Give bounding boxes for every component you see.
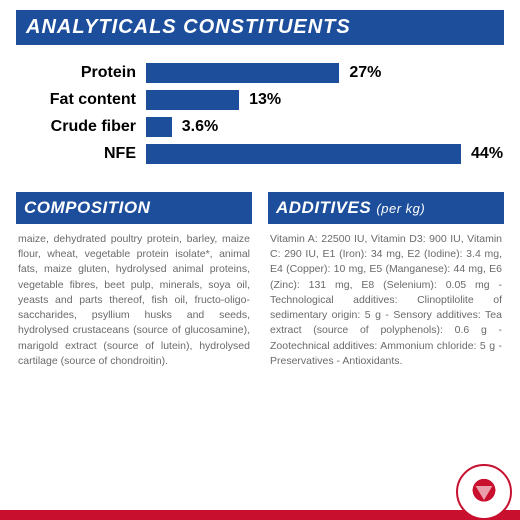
info-columns: COMPOSITION maize, dehydrated poultry pr… [16, 192, 504, 377]
chart-row: Fat content 13% [16, 89, 504, 111]
analyticals-chart: Protein 27% Fat content 13% Crude fiber … [16, 45, 504, 188]
chart-bar [146, 90, 239, 110]
chart-value: 3.6% [172, 118, 218, 136]
chart-label: NFE [16, 145, 146, 163]
chart-bar [146, 63, 339, 83]
chart-bar [146, 144, 461, 164]
crown-icon [466, 474, 502, 510]
chart-value: 27% [339, 64, 381, 82]
composition-body: maize, dehydrated poultry protein, barle… [16, 224, 252, 377]
additives-column: ADDITIVES (per kg) Vitamin A: 22500 IU, … [268, 192, 504, 377]
analyticals-header: ANALYTICALS CONSTITUENTS [16, 10, 504, 45]
chart-label: Protein [16, 64, 146, 82]
additives-title: ADDITIVES [276, 198, 371, 217]
chart-row: NFE 44% [16, 143, 504, 165]
chart-bar [146, 117, 172, 137]
chart-value: 44% [461, 145, 503, 163]
brand-logo [456, 464, 512, 520]
footer-stripe [0, 510, 520, 520]
composition-header: COMPOSITION [16, 192, 252, 224]
chart-row: Protein 27% [16, 62, 504, 84]
additives-subtitle: (per kg) [376, 201, 425, 216]
chart-label: Crude fiber [16, 118, 146, 136]
chart-value: 13% [239, 91, 281, 109]
composition-column: COMPOSITION maize, dehydrated poultry pr… [16, 192, 252, 377]
additives-body: Vitamin A: 22500 IU, Vitamin D3: 900 IU,… [268, 224, 504, 377]
additives-header: ADDITIVES (per kg) [268, 192, 504, 224]
chart-label: Fat content [16, 91, 146, 109]
chart-row: Crude fiber 3.6% [16, 116, 504, 138]
